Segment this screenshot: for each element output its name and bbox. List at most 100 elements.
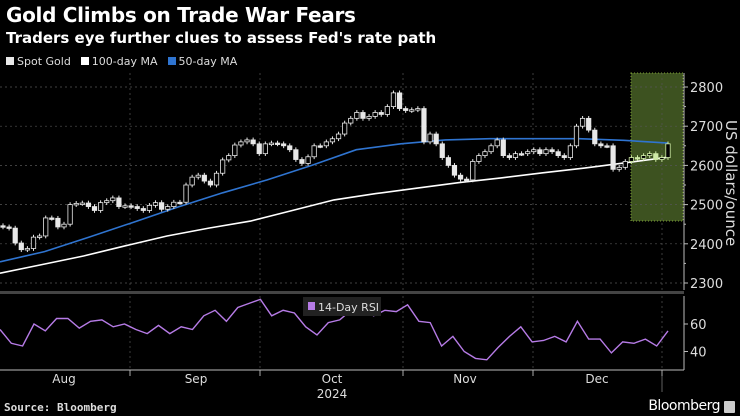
candle xyxy=(24,246,31,253)
candle xyxy=(500,137,506,158)
candle xyxy=(348,116,354,126)
candle xyxy=(311,143,317,160)
candle-body xyxy=(445,157,451,166)
candle-body xyxy=(262,143,268,155)
candle-body xyxy=(183,184,189,203)
candle xyxy=(360,110,366,121)
candle xyxy=(628,155,634,164)
candle xyxy=(165,204,171,212)
candle xyxy=(244,137,250,145)
candle xyxy=(171,199,177,209)
rsi-legend-swatch xyxy=(308,302,315,310)
candle xyxy=(555,149,561,158)
candle-body xyxy=(384,106,390,115)
candle xyxy=(238,139,244,148)
candle xyxy=(537,147,543,156)
highlight-region xyxy=(630,72,684,222)
candle-body xyxy=(281,143,287,147)
candle-body xyxy=(30,236,37,249)
candle-body xyxy=(537,149,543,155)
candle-body xyxy=(604,145,610,148)
candle-body xyxy=(61,223,67,228)
candle xyxy=(335,131,342,142)
candle xyxy=(287,143,293,153)
candle-body xyxy=(457,174,464,180)
candle-body xyxy=(0,225,6,228)
y-tick-label: 2700 xyxy=(690,120,723,135)
candle-body xyxy=(586,117,592,131)
candle-body xyxy=(335,133,342,140)
candle-body xyxy=(238,141,244,146)
candle-body xyxy=(403,108,409,111)
candle xyxy=(494,137,500,149)
candle-body xyxy=(342,122,348,135)
candle-body xyxy=(360,112,366,119)
candle-body xyxy=(79,202,85,205)
candle-body xyxy=(24,248,31,251)
candle-body xyxy=(354,112,360,119)
x-tick-label: Nov xyxy=(453,372,476,386)
candle-body xyxy=(317,145,323,148)
legend: Spot Gold 100-day MA 50-day MA xyxy=(6,55,237,68)
candle xyxy=(598,141,604,149)
candle xyxy=(67,202,73,227)
candle xyxy=(403,106,409,113)
panel-separator xyxy=(0,291,684,294)
candle-body xyxy=(43,217,49,237)
y-tick-label: 2600 xyxy=(690,159,723,174)
candle xyxy=(146,203,153,213)
candle xyxy=(445,155,451,168)
candle xyxy=(207,178,214,188)
y-tick-label: 2500 xyxy=(690,199,723,214)
candle xyxy=(91,204,98,213)
candle xyxy=(195,172,201,180)
candle-body xyxy=(622,161,628,168)
candle-body xyxy=(628,157,634,162)
candle-body xyxy=(226,155,232,161)
rsi-tick-label: 40 xyxy=(690,346,707,361)
rsi-legend-label: 14-Day RSI xyxy=(318,301,379,314)
candle-body xyxy=(421,108,427,143)
candle-body xyxy=(134,206,140,209)
candle xyxy=(390,90,397,109)
candle-body xyxy=(159,202,165,210)
candle xyxy=(6,224,12,231)
candle-body xyxy=(189,176,195,186)
candle xyxy=(268,140,275,147)
candle-body xyxy=(610,145,616,170)
candle xyxy=(226,153,232,163)
candle xyxy=(531,147,537,155)
candle-body xyxy=(146,204,153,211)
candle-body xyxy=(616,166,622,170)
candle xyxy=(354,110,360,121)
y-axis-label: US dollars/ounce xyxy=(722,120,740,246)
candle-body xyxy=(18,242,24,251)
candle-body xyxy=(525,151,531,155)
candle-body xyxy=(348,117,354,124)
candle xyxy=(73,201,79,207)
candle-body xyxy=(567,145,573,158)
chart-subtitle: Traders eye further clues to assess Fed'… xyxy=(6,29,437,47)
candle xyxy=(262,141,268,156)
candle-body xyxy=(561,155,567,158)
candle xyxy=(525,149,531,156)
candle-body xyxy=(500,139,506,156)
source-note: Source: Bloomberg xyxy=(4,401,117,414)
y-tick-label: 2800 xyxy=(690,81,723,96)
candle xyxy=(323,139,329,149)
candle-body xyxy=(598,143,604,147)
candle xyxy=(592,127,598,147)
candle-body xyxy=(512,153,519,158)
candle-body xyxy=(366,116,372,119)
candle-body xyxy=(220,159,226,174)
candle-body xyxy=(579,117,586,127)
candle xyxy=(616,165,622,172)
candle xyxy=(622,159,628,170)
candle xyxy=(140,206,146,213)
candle-body xyxy=(476,155,482,162)
candle-body xyxy=(659,157,665,160)
candle xyxy=(299,157,305,166)
candle xyxy=(79,200,85,206)
candle-body xyxy=(482,151,488,156)
candle xyxy=(18,240,24,253)
